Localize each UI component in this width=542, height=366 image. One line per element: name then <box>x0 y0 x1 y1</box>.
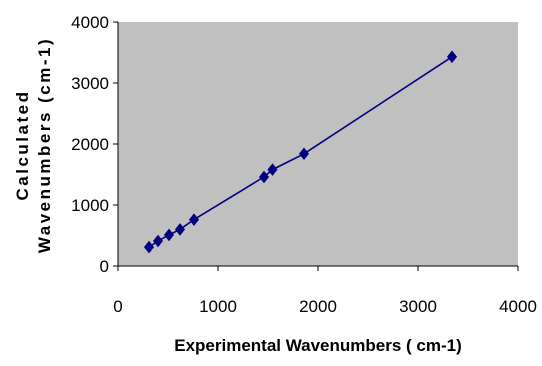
x-axis-title: Experimental Wavenumbers ( cm-1) <box>174 336 462 355</box>
y-axis-ticks: 0 1000 2000 3000 4000 <box>71 13 118 276</box>
data-point-marker <box>143 240 155 254</box>
x-axis-ticks: 0 1000 2000 3000 4000 <box>113 266 537 316</box>
data-point-marker <box>298 147 310 161</box>
data-point-marker <box>267 163 278 176</box>
y-tick-label: 3000 <box>71 74 109 93</box>
data-point-marker <box>152 234 164 248</box>
data-point-marker <box>446 50 458 64</box>
x-tick-label: 0 <box>113 297 122 316</box>
x-tick-label: 4000 <box>499 297 537 316</box>
data-point-marker <box>258 170 270 184</box>
x-tick-label: 1000 <box>199 297 237 316</box>
data-point-marker <box>188 213 200 226</box>
y-axis-title-line-2: Wavenumbers (cm-1) <box>35 37 54 253</box>
data-point-marker <box>163 228 175 242</box>
series-layer <box>143 50 458 254</box>
y-tick-label: 1000 <box>71 196 109 215</box>
x-tick-label: 2000 <box>299 297 337 316</box>
x-tick-label: 3000 <box>399 297 437 316</box>
y-tick-label: 2000 <box>71 135 109 154</box>
y-axis-title-line-1: Calculated <box>13 90 32 201</box>
y-tick-label: 0 <box>100 257 109 276</box>
data-point-marker <box>174 223 186 236</box>
y-tick-label: 4000 <box>71 13 109 32</box>
